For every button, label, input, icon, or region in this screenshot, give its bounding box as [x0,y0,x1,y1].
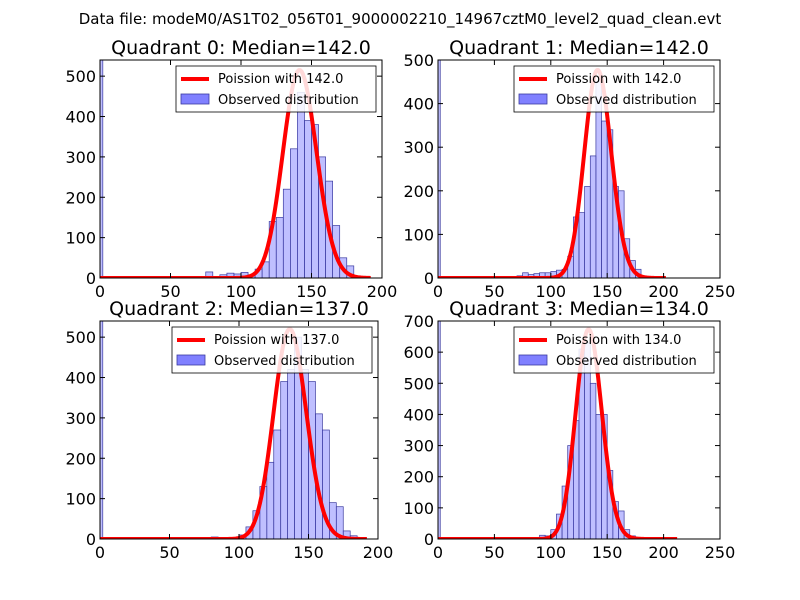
x-tick-label: 200 [648,282,679,301]
legend-bar-swatch [518,354,548,366]
y-tick-label: 0 [424,269,434,288]
legend-label-poisson: Poission with 142.0 [556,72,681,87]
bar-q2-8 [280,381,289,539]
y-tick-label: 300 [65,148,96,167]
legend-label-observed: Observed distribution [218,93,359,108]
bar-q0-14 [304,120,312,278]
x-tick-label: 0 [95,282,105,301]
bar-q2-6 [266,461,275,539]
legend-label-poisson: Poission with 142.0 [218,72,343,87]
figure-title: Data file: modeM0/AS1T02_056T01_90000022… [79,10,722,29]
x-tick-label: 150 [293,543,324,562]
bar-q2-16 [335,506,344,539]
x-tick-label: 50 [484,543,504,562]
y-tick-label: 100 [65,490,96,509]
y-tick-label: 500 [403,374,434,393]
x-tick-label: 150 [592,543,623,562]
bar-q1-12 [578,212,585,278]
panel-quadrant-1: 0 50 100 150 200 250 0 100 200 300 400 500 Quadrant … [403,37,735,301]
legend-label-observed: Observed distribution [556,93,697,108]
bar-q1-0 [438,60,441,278]
legend-label-poisson: Poission with 134.0 [556,333,681,348]
panel-title-q3: Quadrant 3: Median=134.0 [449,298,709,320]
legend-label-poisson: Poission with 137.0 [214,333,339,348]
y-tick-label: 200 [403,182,434,201]
legend-q0: Poission with 142.0 Observed distribution [175,65,377,113]
bar-q1-16 [601,120,608,278]
x-tick-label: 200 [363,543,394,562]
x-tick-label: 100 [226,282,257,301]
legend-q2: Poission with 137.0 Observed distribution [171,326,373,374]
bar-q0-1 [205,271,214,278]
bar-q0-11 [282,188,291,278]
bar-q2-7 [273,429,282,539]
bar-q2-9 [287,369,295,539]
x-tick-label: 250 [705,543,736,562]
bar-q1-14 [589,155,597,278]
y-tick-label: 0 [424,530,434,549]
legend-label-observed: Observed distribution [556,354,697,369]
legend-label-observed: Observed distribution [214,354,355,369]
y-tick-label: 200 [403,468,434,487]
x-tick-label: 200 [367,282,398,301]
y-tick-label: 300 [65,409,96,428]
y-tick-label: 200 [65,188,96,207]
y-tick-label: 700 [403,312,434,331]
bar-q0-0 [100,60,104,278]
bar-q3-0 [438,321,441,539]
x-tick-label: 0 [95,543,105,562]
y-tick-label: 500 [403,51,434,70]
x-tick-label: 0 [433,543,443,562]
y-tick-label: 400 [65,369,96,388]
panel-title-q0: Quadrant 0: Median=142.0 [111,37,371,59]
legend-q1: Poission with 142.0 Observed distribution [513,65,715,113]
bar-q1-13 [584,186,591,278]
x-tick-label: 150 [592,282,623,301]
axes-frame-q3 [437,320,721,540]
bar-q2-14 [322,429,330,539]
panel-quadrant-2: 0 50 100 150 200 0 100 200 300 400 500 Quadrant 2: … [65,298,393,562]
y-tick-label: 400 [65,108,96,127]
bar-q3-12 [595,414,602,539]
x-tick-label: 250 [705,282,736,301]
legend-q3: Poission with 134.0 Observed distribution [513,326,715,374]
panel-title-q2: Quadrant 2: Median=137.0 [109,298,369,320]
legend-bar-swatch [180,93,210,105]
bar-q2-0 [100,321,104,539]
bar-q0-12 [290,148,298,278]
panel-quadrant-0: 0 50 100 150 200 0 100 200 300 400 500 Quadrant 0: … [65,37,397,301]
y-tick-label: 600 [403,343,434,362]
x-tick-label: 100 [536,282,567,301]
y-tick-label: 500 [65,328,96,347]
bar-q3-11 [589,382,597,539]
y-tick-label: 500 [65,67,96,86]
y-tick-label: 300 [403,437,434,456]
y-tick-label: 400 [403,405,434,424]
y-tick-label: 100 [403,499,434,518]
y-tick-label: 100 [65,229,96,248]
panel-quadrant-3: 0 50 100 150 200 250 0 100 200 300 400 500 600 700 Qua… [403,298,735,562]
x-tick-label: 100 [536,543,567,562]
y-tick-label: 0 [86,269,96,288]
x-tick-label: 50 [484,282,504,301]
y-tick-label: 0 [86,530,96,549]
x-tick-label: 200 [648,543,679,562]
y-tick-label: 300 [403,138,434,157]
x-tick-label: 100 [224,543,255,562]
legend-bar-swatch [176,354,206,366]
x-tick-label: 50 [160,282,180,301]
y-tick-label: 100 [403,225,434,244]
x-tick-label: 50 [159,543,179,562]
x-tick-label: 0 [433,282,443,301]
panel-title-q1: Quadrant 1: Median=142.0 [449,37,709,59]
bar-q0-13 [297,91,305,278]
y-tick-label: 200 [65,449,96,468]
bar-q0-10 [275,217,284,278]
x-tick-label: 150 [296,282,327,301]
axes-frame-q1 [437,59,721,279]
legend-bar-swatch [518,93,548,105]
y-tick-label: 400 [403,95,434,114]
